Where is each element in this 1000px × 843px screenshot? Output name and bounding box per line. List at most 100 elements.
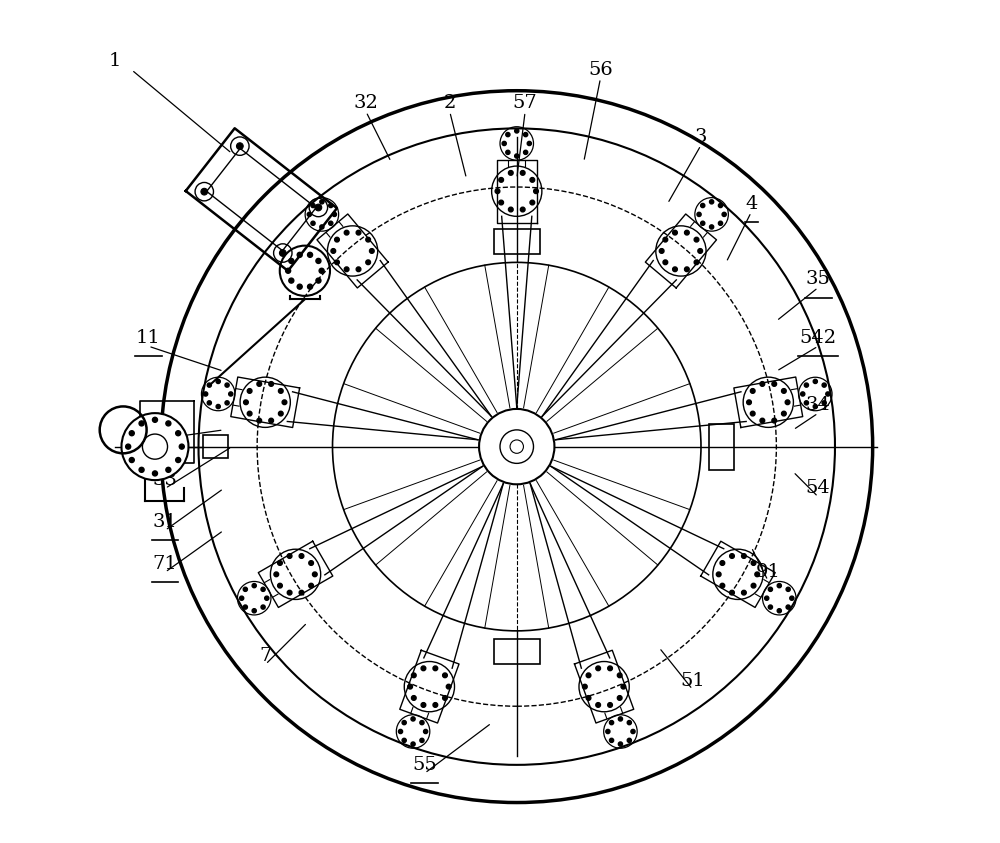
Circle shape xyxy=(502,142,506,146)
Circle shape xyxy=(247,411,252,416)
Circle shape xyxy=(398,729,403,733)
Circle shape xyxy=(760,418,765,423)
Circle shape xyxy=(344,230,349,235)
Circle shape xyxy=(751,583,756,588)
Circle shape xyxy=(495,189,500,194)
Circle shape xyxy=(606,729,610,733)
Circle shape xyxy=(344,267,349,271)
Circle shape xyxy=(586,695,591,701)
Circle shape xyxy=(265,596,269,600)
Circle shape xyxy=(299,554,304,558)
Circle shape xyxy=(420,721,424,725)
Circle shape xyxy=(627,721,631,725)
Circle shape xyxy=(694,260,699,265)
Circle shape xyxy=(730,554,734,558)
Circle shape xyxy=(129,431,134,436)
Circle shape xyxy=(243,605,247,609)
Circle shape xyxy=(335,237,339,242)
Circle shape xyxy=(411,673,416,678)
Circle shape xyxy=(332,212,337,217)
Circle shape xyxy=(515,154,519,158)
Circle shape xyxy=(722,212,726,217)
Bar xyxy=(494,229,540,254)
Circle shape xyxy=(274,572,279,577)
Text: 33: 33 xyxy=(153,471,178,489)
Circle shape xyxy=(730,590,734,595)
Text: 1: 1 xyxy=(109,52,121,71)
Circle shape xyxy=(609,738,614,743)
Circle shape xyxy=(207,383,211,387)
Circle shape xyxy=(716,572,721,577)
Circle shape xyxy=(596,666,601,671)
Circle shape xyxy=(527,142,531,146)
Circle shape xyxy=(515,129,519,133)
Circle shape xyxy=(420,738,424,743)
Circle shape xyxy=(269,382,274,386)
Circle shape xyxy=(596,702,601,707)
Circle shape xyxy=(718,203,723,207)
Circle shape xyxy=(421,702,426,707)
Circle shape xyxy=(126,444,131,449)
Circle shape xyxy=(316,278,321,283)
Circle shape xyxy=(282,400,287,405)
Circle shape xyxy=(278,561,282,566)
Circle shape xyxy=(772,382,777,386)
Circle shape xyxy=(201,188,208,195)
Text: 56: 56 xyxy=(588,61,613,78)
Bar xyxy=(203,435,228,459)
Circle shape xyxy=(278,411,283,416)
Circle shape xyxy=(534,189,538,194)
Text: 71: 71 xyxy=(153,555,177,573)
Circle shape xyxy=(790,596,794,600)
Circle shape xyxy=(315,204,322,211)
Bar xyxy=(494,639,540,664)
Circle shape xyxy=(697,212,701,217)
Bar xyxy=(709,423,734,470)
Circle shape xyxy=(166,421,171,426)
Circle shape xyxy=(129,458,134,463)
Circle shape xyxy=(710,225,714,229)
Circle shape xyxy=(608,666,612,671)
Circle shape xyxy=(229,392,233,396)
Circle shape xyxy=(329,203,333,207)
Circle shape xyxy=(433,702,438,707)
Circle shape xyxy=(694,237,699,242)
Circle shape xyxy=(663,237,668,242)
Circle shape xyxy=(287,554,292,558)
Circle shape xyxy=(166,467,171,472)
Circle shape xyxy=(240,596,244,600)
Text: 542: 542 xyxy=(800,329,837,346)
Circle shape xyxy=(243,588,247,592)
Circle shape xyxy=(278,389,283,394)
Circle shape xyxy=(320,225,324,229)
Circle shape xyxy=(356,230,361,235)
Circle shape xyxy=(701,221,705,225)
Circle shape xyxy=(751,561,756,566)
Text: 32: 32 xyxy=(354,94,378,112)
Circle shape xyxy=(520,207,525,212)
Circle shape xyxy=(225,400,229,405)
Circle shape xyxy=(356,267,361,271)
Circle shape xyxy=(411,695,416,701)
Circle shape xyxy=(320,200,324,204)
Circle shape xyxy=(785,400,790,405)
Circle shape xyxy=(755,572,760,577)
Circle shape xyxy=(524,150,528,154)
Circle shape xyxy=(822,383,826,387)
Circle shape xyxy=(139,421,144,426)
Circle shape xyxy=(786,588,790,592)
Circle shape xyxy=(278,583,282,588)
Circle shape xyxy=(718,221,723,225)
Circle shape xyxy=(176,458,181,463)
Text: 31: 31 xyxy=(153,513,177,531)
Circle shape xyxy=(261,605,265,609)
Circle shape xyxy=(813,379,817,384)
Circle shape xyxy=(520,170,525,175)
Circle shape xyxy=(252,609,256,613)
Circle shape xyxy=(768,605,772,609)
Circle shape xyxy=(287,590,292,595)
Text: 4: 4 xyxy=(745,195,757,212)
Circle shape xyxy=(673,267,677,271)
Circle shape xyxy=(176,431,181,436)
Circle shape xyxy=(297,252,302,257)
